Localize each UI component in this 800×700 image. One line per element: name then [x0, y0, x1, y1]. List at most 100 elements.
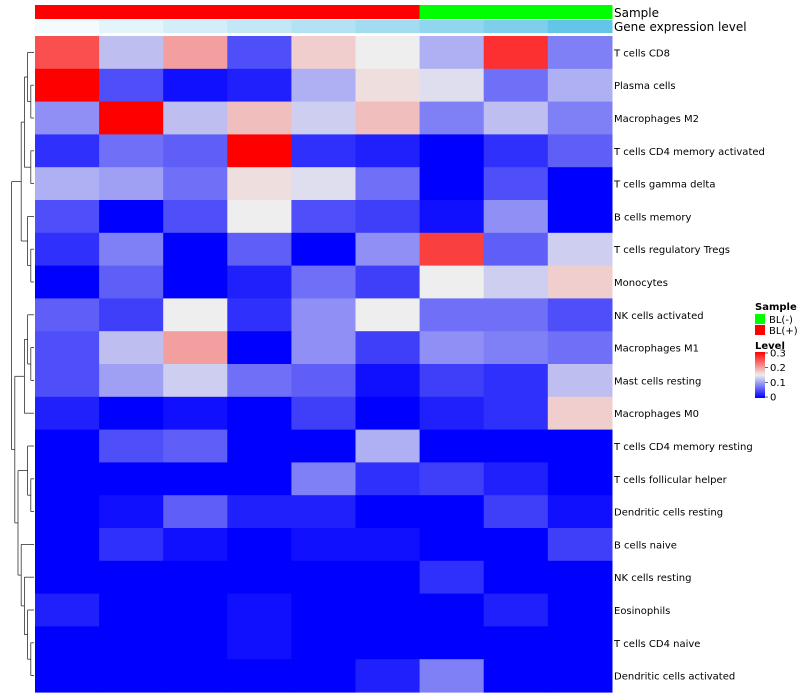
heatmap-cell — [163, 560, 228, 595]
heatmap-cell — [291, 298, 357, 332]
heatmap-cell — [35, 462, 100, 496]
legend-label-bl-neg: BL(-) — [769, 315, 793, 326]
heatmap-cell — [547, 265, 613, 299]
annotation-cell — [419, 20, 485, 33]
heatmap-cell — [99, 232, 164, 267]
heatmap-cell — [35, 167, 100, 201]
heatmap-cell — [163, 528, 228, 562]
heatmap-cell — [355, 593, 421, 627]
heatmap-cell — [419, 68, 485, 103]
heatmap-cell — [163, 298, 228, 332]
heatmap-cell — [483, 36, 549, 70]
row-label: NK cells activated — [614, 311, 704, 322]
heatmap-cell — [163, 396, 228, 431]
heatmap-cell — [227, 626, 292, 660]
heatmap-cell — [419, 36, 485, 70]
legend-swatch-bl-neg — [755, 314, 765, 324]
heatmap-cell — [483, 134, 549, 168]
heatmap-cell — [419, 528, 485, 562]
row-label: Macrophages M2 — [614, 114, 699, 125]
legend-level-ticks: 0.3 0.2 0.1 0 — [765, 349, 786, 404]
heatmap-cell — [355, 331, 421, 365]
heatmap-cell — [35, 429, 100, 463]
heatmap-cell — [291, 265, 357, 299]
heatmap-cell — [163, 232, 228, 267]
annotation-cell — [483, 5, 549, 19]
heatmap-cell — [35, 364, 100, 398]
heatmap-cell — [291, 167, 357, 201]
heatmap-cell — [291, 626, 357, 660]
heatmap-cell — [99, 560, 164, 595]
heatmap-cell — [483, 265, 549, 299]
row-label: NK cells resting — [614, 573, 691, 584]
heatmap-cell — [227, 396, 292, 431]
heatmap-cell — [291, 134, 357, 168]
heatmap-cell — [99, 36, 164, 70]
heatmap-cell — [35, 134, 100, 168]
heatmap-cell — [419, 331, 485, 365]
heatmap-cell — [483, 298, 549, 332]
annotation-cell — [99, 20, 164, 33]
heatmap-cell — [99, 528, 164, 562]
heatmap-cell — [227, 429, 292, 463]
row-label: Plasma cells — [614, 81, 676, 92]
heatmap-cell — [227, 528, 292, 562]
heatmap-cell — [547, 462, 613, 496]
heatmap-cell — [163, 167, 228, 201]
row-label: Macrophages M0 — [614, 409, 699, 420]
heatmap-cell — [227, 36, 292, 70]
heatmap-cell — [291, 364, 357, 398]
heatmap-cell — [227, 462, 292, 496]
legend-sample-title: Sample — [755, 302, 797, 313]
row-label: T cells gamma delta — [613, 180, 715, 191]
heatmap-cell — [355, 232, 421, 267]
heatmap-cell — [483, 495, 549, 529]
heatmap-cell — [227, 265, 292, 299]
legend-tick-label: 0 — [770, 393, 776, 404]
heatmap-cell — [483, 462, 549, 496]
heatmap-cell — [355, 134, 421, 168]
heatmap-cell — [483, 626, 549, 660]
heatmap-cell — [227, 364, 292, 398]
heatmap-cell — [227, 495, 292, 529]
heatmap-cell — [291, 232, 357, 267]
heatmap-cell — [291, 560, 357, 595]
heatmap-cell — [99, 462, 164, 496]
heatmap-cell — [163, 265, 228, 299]
heatmap-cell — [355, 101, 421, 135]
heatmap-cell — [547, 36, 613, 70]
annotation-cell — [163, 5, 228, 19]
row-label: T cells CD4 memory resting — [613, 442, 753, 453]
heatmap-cell — [419, 134, 485, 168]
heatmap-cell — [355, 36, 421, 70]
heatmap-cell — [35, 298, 100, 332]
heatmap-cell — [291, 36, 357, 70]
heatmap-cell — [483, 331, 549, 365]
heatmap-cell — [355, 68, 421, 103]
heatmap-cell — [163, 429, 228, 463]
heatmap-cell — [355, 167, 421, 201]
heatmap-cell — [227, 331, 292, 365]
heatmap-cell — [419, 364, 485, 398]
heatmap-cell — [419, 101, 485, 135]
heatmap-cell — [483, 232, 549, 267]
heatmap-cell — [547, 495, 613, 529]
heatmap-cell — [163, 626, 228, 660]
annotation-bars — [35, 5, 613, 33]
heatmap-cell — [547, 298, 613, 332]
heatmap-cell — [483, 167, 549, 201]
heatmap-cell — [99, 200, 164, 234]
heatmap-cell — [547, 68, 613, 103]
heatmap-cell — [163, 134, 228, 168]
heatmap-cell — [355, 364, 421, 398]
heatmap-cell — [547, 232, 613, 267]
heatmap-cell — [419, 659, 485, 693]
row-label: Dendritic cells resting — [614, 508, 723, 519]
annotation-label-expression: Gene expression level — [614, 20, 747, 34]
heatmap-cell — [483, 593, 549, 627]
row-label: Mast cells resting — [614, 376, 701, 387]
heatmap-cell — [163, 593, 228, 627]
heatmap-cell — [547, 331, 613, 365]
heatmap-cell — [291, 462, 357, 496]
heatmap-cell — [483, 364, 549, 398]
